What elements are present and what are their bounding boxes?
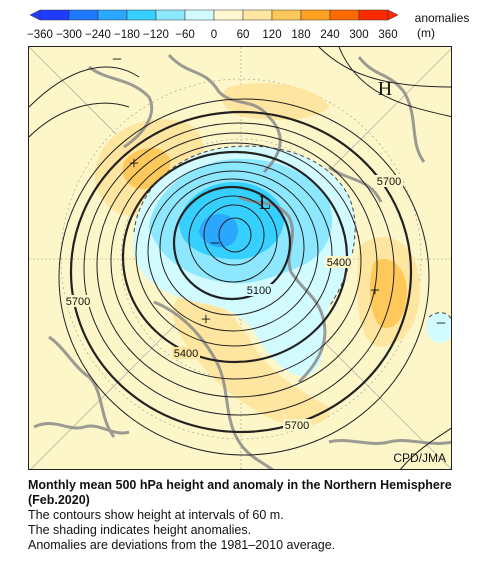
colorbar-tick-label: −60 bbox=[175, 29, 195, 41]
colorbar-tick-label: −180 bbox=[114, 29, 140, 41]
anomaly-high-west-core bbox=[122, 147, 170, 189]
colorbar-tick-label: 240 bbox=[320, 29, 339, 41]
hemisphere-map: 5700 5400 5100 5700 5400 5700 H L + + + … bbox=[28, 46, 452, 470]
contour-label-5400-s: 5400 bbox=[174, 348, 198, 360]
colorbar-tick-label: −300 bbox=[56, 29, 82, 41]
minus-marker-center: − bbox=[210, 233, 220, 253]
caption-title: Monthly mean 500 hPa height and anomaly … bbox=[28, 478, 452, 507]
contour-label-5100: 5100 bbox=[247, 285, 271, 297]
colorbar-unit: (m) bbox=[417, 26, 435, 40]
colorbar-title: anomalies bbox=[415, 11, 470, 25]
colorbar-cell bbox=[68, 9, 99, 21]
colorbar-cell bbox=[213, 9, 244, 21]
pressure-markers: H L + + + − − − bbox=[112, 49, 446, 333]
colorbar-cell bbox=[358, 9, 389, 21]
colorbar-right-arrow bbox=[387, 9, 399, 21]
colorbar-tick-label: 60 bbox=[237, 29, 250, 41]
plus-marker-east: + bbox=[370, 280, 380, 300]
colorbar-cell bbox=[39, 9, 70, 21]
anomaly-colorbar: −360 −300 −240 −180 −120 −60 0 60 120 180 240 300 36… bbox=[27, 9, 470, 41]
colorbar-tick-label: −360 bbox=[27, 29, 53, 41]
colorbar-tick-label: 360 bbox=[378, 29, 397, 41]
caption-line-2: The shading indicates height anomalies. bbox=[28, 523, 252, 537]
plus-marker-west: + bbox=[129, 153, 139, 173]
colorbar-left-arrow bbox=[29, 9, 41, 21]
colorbar-cell bbox=[184, 9, 215, 21]
colorbar-tick-labels: −360 −300 −240 −180 −120 −60 0 60 120 180 240 300 36… bbox=[27, 29, 398, 41]
colorbar-tick-label: 120 bbox=[262, 29, 281, 41]
contour-label-5700-ne: 5700 bbox=[377, 176, 401, 188]
credit-label: CPD/JMA bbox=[393, 451, 446, 465]
contour-label-5700-s: 5700 bbox=[285, 420, 309, 432]
colorbar-cell bbox=[329, 9, 360, 21]
colorbar-tick-label: 180 bbox=[291, 29, 310, 41]
colorbar-tick-label: −120 bbox=[143, 29, 169, 41]
negative-anomaly-shading bbox=[133, 146, 451, 377]
anomaly-low-east-small bbox=[426, 312, 451, 343]
colorbar-cell bbox=[242, 9, 273, 21]
minus-marker-east: − bbox=[436, 313, 446, 333]
contour-label-5700-w: 5700 bbox=[66, 296, 90, 308]
minus-marker-nw: − bbox=[112, 49, 122, 69]
colorbar-cell bbox=[126, 9, 157, 21]
caption-line-1: The contours show height at intervals of… bbox=[28, 508, 284, 522]
colorbar-tick-label: 0 bbox=[211, 29, 217, 41]
colorbar-cell bbox=[155, 9, 186, 21]
contour-label-5400-e: 5400 bbox=[327, 257, 351, 269]
colorbar-cell bbox=[300, 9, 331, 21]
figure-caption: Monthly mean 500 hPa height and anomaly … bbox=[28, 478, 468, 553]
colorbar-tick-label: −240 bbox=[85, 29, 111, 41]
colorbar-tick-label: 300 bbox=[349, 29, 368, 41]
anomaly-high-south bbox=[172, 293, 330, 427]
low-marker: L bbox=[259, 192, 271, 214]
high-marker: H bbox=[378, 78, 392, 100]
anomaly-high-east-core bbox=[369, 258, 407, 328]
colorbar-cells bbox=[29, 9, 399, 21]
colorbar-cell bbox=[97, 9, 128, 21]
contour-labels: 5700 5400 5100 5700 5400 5700 bbox=[64, 175, 403, 432]
zero-anomaly-dashes bbox=[133, 145, 451, 321]
caption-line-3: Anomalies are deviations from the 1981–2… bbox=[28, 538, 336, 552]
anomaly-low-core bbox=[199, 214, 238, 248]
plus-marker-south: + bbox=[201, 309, 211, 329]
colorbar-cell bbox=[271, 9, 302, 21]
